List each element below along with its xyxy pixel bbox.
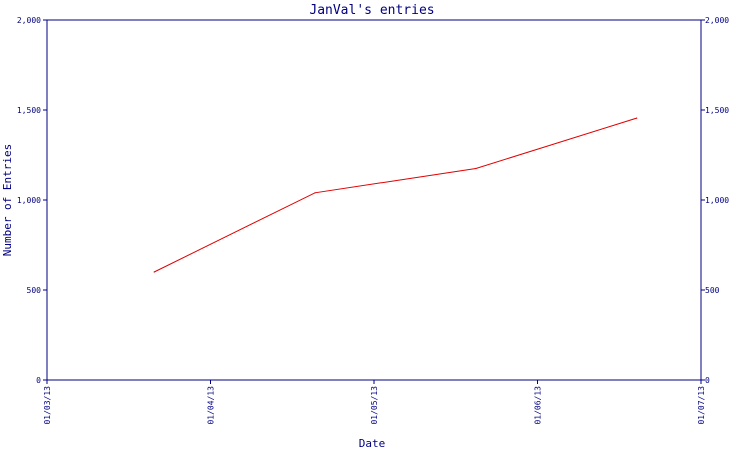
plot-frame [46, 19, 702, 381]
y-tick-label-left: 0 [36, 376, 41, 385]
y-axis-left: 0 500 1,000 1,500 2,000 [17, 16, 47, 385]
data-point [153, 271, 155, 273]
y-axis-label: Number of Entries [1, 144, 14, 257]
x-tick-label: 01/05/13 [370, 386, 379, 425]
y-tick-label-right: 2,000 [705, 16, 729, 25]
x-tick-label: 01/03/13 [43, 386, 52, 425]
x-axis: 01/03/13 01/04/13 01/05/13 01/06/13 01/07/13 [43, 380, 706, 425]
y-tick-label-left: 1,000 [17, 196, 41, 205]
x-tick-label: 01/04/13 [207, 386, 216, 425]
y-tick-label-right: 1,000 [705, 196, 729, 205]
y-tick-label-right: 500 [705, 286, 720, 295]
y-axis-right: 0 500 1,000 1,500 2,000 [701, 16, 729, 385]
y-tick-label-left: 500 [27, 286, 42, 295]
y-tick-label-left: 1,500 [17, 106, 41, 115]
data-point [475, 167, 477, 170]
x-tick-label: 01/07/13 [697, 386, 706, 425]
chart-title: JanVal's entries [309, 3, 434, 18]
y-tick-label-right: 1,500 [705, 106, 729, 115]
series-layer [153, 117, 638, 273]
y-tick-label-right: 0 [705, 376, 710, 385]
x-tick-label: 01/06/13 [534, 386, 543, 425]
data-point [636, 117, 638, 119]
y-tick-label-left: 2,000 [17, 16, 41, 25]
x-axis-label: Date [359, 437, 386, 450]
series-line [153, 117, 637, 273]
data-point [314, 192, 316, 194]
